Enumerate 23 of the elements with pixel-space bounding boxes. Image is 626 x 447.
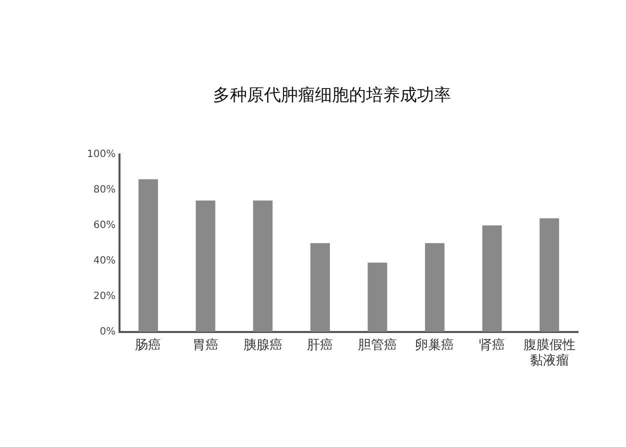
- y-tick-label: 60%: [93, 220, 116, 231]
- bar: [138, 179, 158, 332]
- chart-title: 多种原代肿瘤细胞的培养成功率: [213, 86, 451, 106]
- bar: [425, 243, 444, 332]
- x-tick-label: 胆管癌: [358, 338, 397, 353]
- y-tick-label: 20%: [93, 290, 116, 302]
- x-tick-label: 卵巢癌: [415, 338, 454, 353]
- x-tick-label: 肾癌: [479, 338, 506, 353]
- bar: [368, 262, 388, 332]
- y-tick-label: 40%: [93, 255, 116, 266]
- x-tick-label: 胰腺癌: [243, 338, 282, 353]
- bar: [253, 200, 273, 332]
- x-tick-label: 肠癌: [135, 338, 162, 353]
- bar: [540, 218, 560, 332]
- bar: [482, 225, 502, 332]
- bar: [196, 200, 216, 332]
- x-tick-label: 肝癌: [307, 338, 334, 353]
- x-tick-label: 胃癌: [192, 338, 219, 353]
- y-tick-label: 80%: [93, 184, 116, 196]
- y-tick-label: 0%: [100, 326, 116, 338]
- y-tick-label: 100%: [86, 148, 116, 160]
- x-tick-label: 腹膜假性黏液瘤: [523, 338, 576, 369]
- bar: [310, 243, 330, 332]
